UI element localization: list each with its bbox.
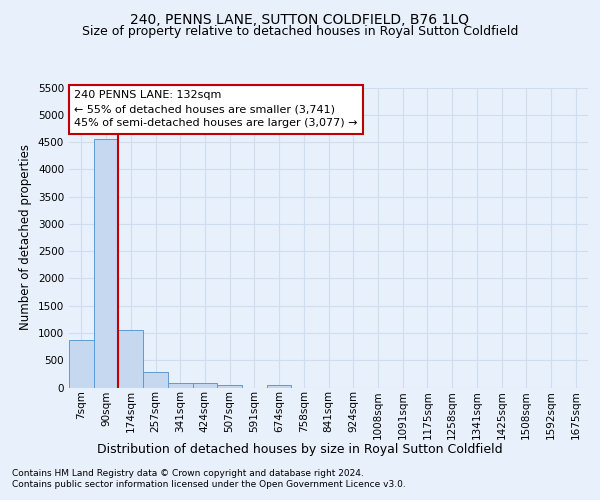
Bar (118, 330, 143, 388)
Bar (193, 384, 217, 388)
Text: 240 PENNS LANE: 132sqm
← 55% of detached houses are smaller (3,741)
45% of semi-: 240 PENNS LANE: 132sqm ← 55% of detached… (74, 90, 358, 128)
Bar (168, 382, 193, 388)
Bar (69, 340, 94, 388)
Bar (143, 372, 168, 388)
Text: Contains public sector information licensed under the Open Government Licence v3: Contains public sector information licen… (12, 480, 406, 489)
Text: Distribution of detached houses by size in Royal Sutton Coldfield: Distribution of detached houses by size … (97, 442, 503, 456)
Bar (94, 139, 118, 388)
Text: Contains HM Land Registry data © Crown copyright and database right 2024.: Contains HM Land Registry data © Crown c… (12, 468, 364, 477)
Bar (267, 384, 292, 388)
Bar (217, 384, 242, 388)
Text: 240, PENNS LANE, SUTTON COLDFIELD, B76 1LQ: 240, PENNS LANE, SUTTON COLDFIELD, B76 1… (131, 12, 470, 26)
Y-axis label: Number of detached properties: Number of detached properties (19, 144, 32, 330)
Text: Size of property relative to detached houses in Royal Sutton Coldfield: Size of property relative to detached ho… (82, 25, 518, 38)
